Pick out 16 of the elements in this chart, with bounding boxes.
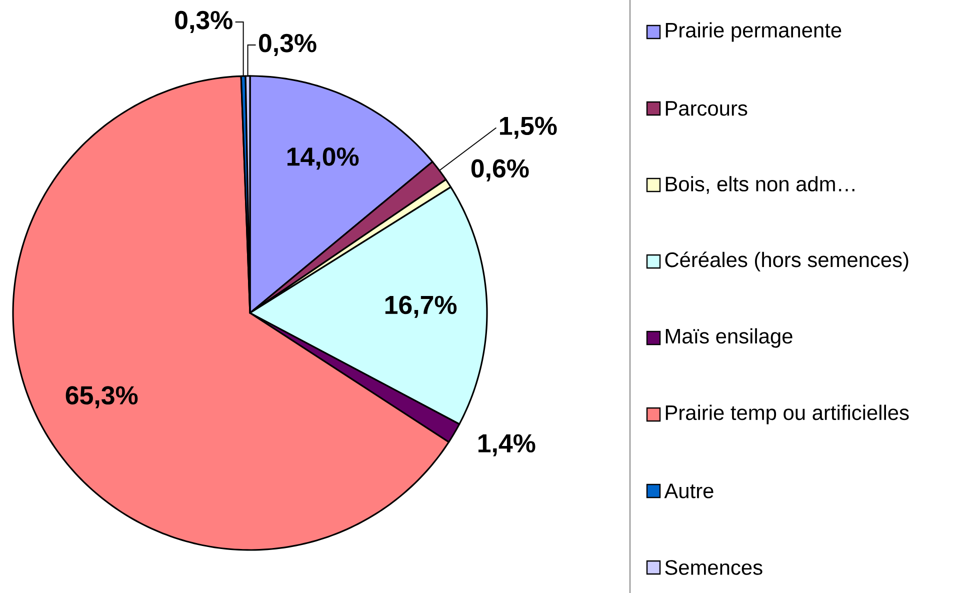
data-label: 1,5% bbox=[500, 116, 557, 139]
legend-label: Prairie temp ou artificielles bbox=[666, 404, 909, 424]
data-label: 0,3% bbox=[259, 34, 316, 56]
legend-label: Bois, elts non adm… bbox=[666, 176, 854, 194]
legend-label: Parcours bbox=[666, 101, 748, 116]
legend-label: Semences bbox=[665, 560, 762, 575]
data-label: 14,0% bbox=[287, 147, 359, 170]
legend-label: Céréales (hors semences) bbox=[665, 252, 908, 272]
data-label: 1,4% bbox=[478, 434, 536, 456]
data-label: 16,7% bbox=[385, 296, 457, 318]
data-label: 0,6% bbox=[471, 159, 529, 182]
data-label: 65,3% bbox=[66, 386, 138, 408]
legend-label: Maïs ensilage bbox=[666, 328, 792, 348]
data-label: 0,3% bbox=[175, 10, 232, 34]
legend-label: Autre bbox=[664, 484, 714, 498]
legend-label: Prairie permanente bbox=[666, 22, 842, 42]
